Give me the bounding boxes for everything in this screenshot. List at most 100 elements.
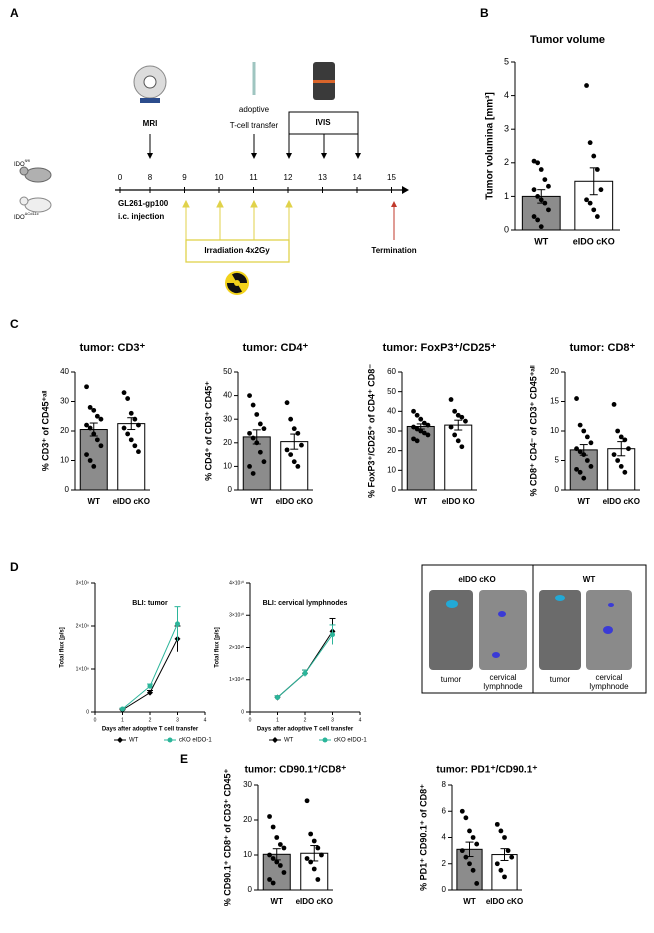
data-point xyxy=(291,426,297,432)
data-point xyxy=(147,689,153,696)
bar xyxy=(406,425,435,491)
transfer-label: adoptive xyxy=(239,105,270,114)
image-label: lymphnode xyxy=(483,682,523,691)
y-axis-label: % FoxP3⁺/CD25⁺ of CD4⁺ CD8⁻ xyxy=(366,364,376,498)
data-point xyxy=(311,838,317,844)
chart-title: tumor: CD90.1⁺/CD8⁺ xyxy=(245,765,347,776)
x-tick-label: 0 xyxy=(249,717,252,723)
y-tick-label: 0 xyxy=(392,485,397,494)
mouse-icon xyxy=(24,167,52,183)
y-tick-label: 0 xyxy=(442,885,447,894)
schematic: IDOfl/fl IDOΔCd11c GL261-gp100 i.c. inje… xyxy=(14,62,417,295)
y-tick-label: 1×10¹⁰ xyxy=(229,677,244,683)
data-point xyxy=(474,881,480,886)
data-point xyxy=(128,437,134,443)
series-line xyxy=(122,638,178,711)
x-tick-label: 2 xyxy=(149,717,152,723)
termination-label: Termination xyxy=(371,246,416,255)
data-point xyxy=(257,449,263,455)
data-point xyxy=(147,683,153,689)
radiation-icon xyxy=(234,280,240,286)
data-point xyxy=(455,412,461,418)
y-tick-label: 0 xyxy=(504,224,509,234)
data-point xyxy=(463,815,469,821)
data-point xyxy=(588,464,594,469)
data-point xyxy=(315,877,321,882)
data-point xyxy=(531,158,537,164)
x-tick-label: 4 xyxy=(204,717,207,723)
transfer-label: T-cell transfer xyxy=(230,121,279,130)
data-point xyxy=(588,440,594,446)
data-point xyxy=(91,464,97,469)
data-point xyxy=(91,407,97,413)
y-tick-label: 3 xyxy=(504,124,509,134)
legend-marker xyxy=(272,737,278,743)
bar xyxy=(79,429,108,491)
group-label: WT xyxy=(583,575,596,584)
data-point xyxy=(274,835,280,840)
data-point xyxy=(618,464,624,469)
ivis-icon xyxy=(313,80,335,83)
y-axis-label: Total flux [p/s] xyxy=(215,627,221,668)
day-label: 10 xyxy=(215,173,224,182)
data-point xyxy=(425,432,431,438)
x-tick-label: WT xyxy=(463,897,476,906)
y-tick-label: 10 xyxy=(387,465,396,474)
data-point xyxy=(94,413,100,419)
data-point xyxy=(622,469,628,475)
arrowhead xyxy=(355,153,361,159)
image-label: tumor xyxy=(550,675,571,684)
data-point xyxy=(418,416,424,422)
y-tick-label: 4 xyxy=(442,833,447,842)
data-point xyxy=(581,452,587,457)
data-point xyxy=(330,632,335,638)
mri-icon xyxy=(143,75,157,89)
y-tick-label: 2 xyxy=(442,859,447,868)
data-point xyxy=(311,866,317,872)
y-tick-label: 3×10¹⁰ xyxy=(229,613,244,619)
x-tick-label: eIDO cKO xyxy=(276,497,313,506)
data-point xyxy=(319,852,324,858)
y-tick-label: 40 xyxy=(60,367,69,376)
y-tick-label: 2 xyxy=(504,157,509,167)
bli-signal xyxy=(446,600,458,608)
y-tick-label: 40 xyxy=(223,391,232,400)
bli-signal xyxy=(603,626,613,634)
day-label: 12 xyxy=(284,173,293,182)
y-axis-label: % CD3⁺ of CD45⁺ᵃˡˡ xyxy=(40,390,50,471)
data-point xyxy=(591,207,597,213)
y-tick-label: 30 xyxy=(243,780,252,789)
x-tick-label: 0 xyxy=(94,717,97,723)
y-tick-label: 10 xyxy=(550,426,559,435)
x-tick-label: WT xyxy=(415,497,428,506)
timeline-arrowhead xyxy=(402,186,409,194)
legend-marker xyxy=(167,737,173,743)
data-point xyxy=(257,421,263,427)
data-point xyxy=(611,402,617,407)
data-point xyxy=(463,854,469,860)
y-tick-label: 8 xyxy=(442,780,447,789)
data-point xyxy=(502,874,507,880)
x-axis-label: Days after adoptive T cell transfer xyxy=(102,727,199,733)
y-tick-label: 0 xyxy=(228,485,233,494)
data-point xyxy=(531,187,537,193)
y-tick-label: 1×10⁹ xyxy=(76,666,89,672)
data-point xyxy=(411,408,416,414)
data-point xyxy=(452,432,458,438)
data-point xyxy=(538,197,544,203)
y-tick-label: 1 xyxy=(504,191,509,201)
bar xyxy=(444,424,473,491)
bli-signal xyxy=(555,595,565,601)
data-point xyxy=(618,434,624,440)
x-tick-label: WT xyxy=(271,897,284,906)
mouse-image xyxy=(429,590,473,670)
data-point xyxy=(98,443,104,449)
data-point xyxy=(474,841,480,847)
data-point xyxy=(459,444,465,450)
data-point xyxy=(622,437,628,443)
data-point xyxy=(452,408,458,414)
image-label: tumor xyxy=(441,675,462,684)
data-point xyxy=(87,405,93,410)
bli-signal xyxy=(492,652,500,658)
